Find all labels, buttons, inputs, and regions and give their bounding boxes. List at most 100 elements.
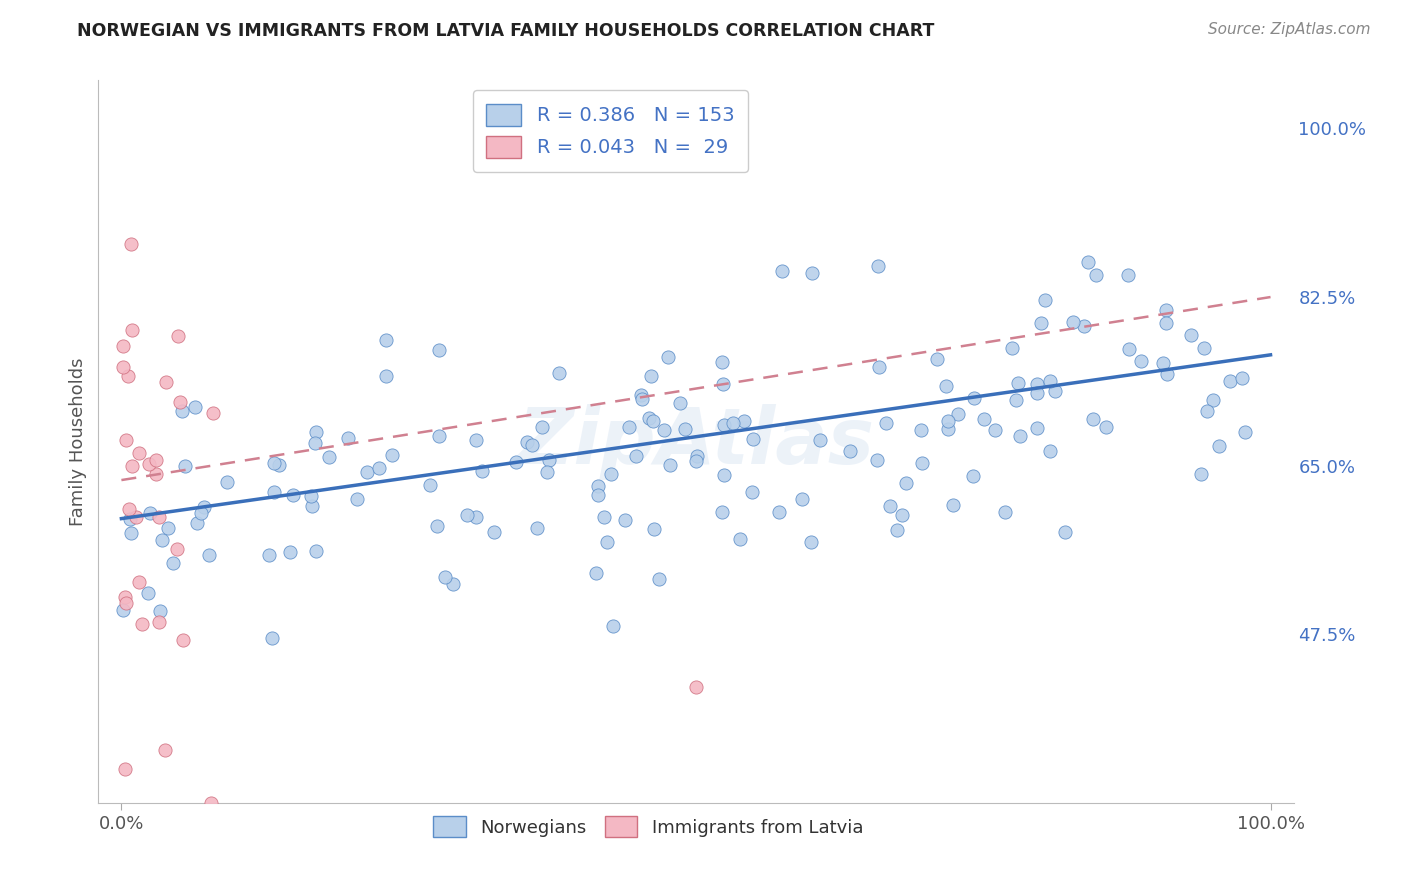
Point	[1208, 439, 1230, 453]
Point	[548, 367, 571, 381]
Point	[150, 533, 173, 547]
Point	[305, 425, 328, 439]
Point	[936, 422, 959, 436]
Point	[136, 586, 159, 600]
Point	[1039, 443, 1062, 458]
Point	[1202, 393, 1225, 408]
Point	[381, 448, 404, 462]
Point	[148, 510, 170, 524]
Point	[148, 615, 170, 629]
Point	[1234, 425, 1257, 439]
Point	[145, 467, 167, 481]
Point	[879, 499, 901, 513]
Point	[1054, 525, 1077, 540]
Point	[1130, 354, 1153, 368]
Point	[1197, 404, 1219, 418]
Point	[1039, 374, 1062, 388]
Point	[630, 392, 652, 407]
Point	[172, 404, 194, 418]
Point	[640, 369, 662, 384]
Point	[602, 619, 624, 633]
Point	[1081, 412, 1104, 426]
Point	[471, 464, 494, 478]
Point	[1192, 341, 1215, 355]
Point	[910, 423, 932, 437]
Point	[1154, 316, 1177, 330]
Point	[839, 444, 862, 458]
Point	[648, 572, 671, 586]
Point	[1026, 386, 1049, 401]
Point	[866, 453, 889, 467]
Point	[685, 680, 707, 694]
Point	[600, 467, 623, 481]
Point	[1077, 255, 1099, 269]
Point	[585, 566, 607, 580]
Point	[375, 333, 398, 347]
Point	[875, 416, 897, 430]
Point	[963, 391, 986, 405]
Legend: Norwegians, Immigrants from Latvia: Norwegians, Immigrants from Latvia	[426, 809, 870, 845]
Point	[111, 338, 134, 352]
Point	[1116, 268, 1139, 282]
Point	[984, 423, 1007, 437]
Point	[911, 457, 934, 471]
Point	[742, 433, 765, 447]
Point	[433, 569, 456, 583]
Point	[673, 421, 696, 435]
Point	[162, 556, 184, 570]
Point	[868, 359, 890, 374]
Point	[120, 526, 142, 541]
Point	[138, 457, 160, 471]
Point	[936, 415, 959, 429]
Point	[1026, 377, 1049, 392]
Point	[283, 488, 305, 502]
Point	[711, 505, 734, 519]
Point	[526, 521, 548, 535]
Point	[155, 375, 177, 389]
Point	[728, 533, 751, 547]
Point	[299, 489, 322, 503]
Point	[962, 469, 984, 483]
Point	[114, 591, 136, 605]
Point	[886, 523, 908, 537]
Point	[946, 407, 969, 421]
Point	[516, 435, 538, 450]
Point	[659, 458, 682, 472]
Point	[304, 435, 326, 450]
Point	[808, 433, 831, 447]
Point	[935, 379, 957, 393]
Point	[1152, 356, 1174, 370]
Point	[346, 492, 368, 507]
Point	[800, 266, 823, 280]
Point	[465, 509, 488, 524]
Point	[301, 500, 323, 514]
Point	[153, 743, 176, 757]
Point	[536, 465, 558, 479]
Point	[890, 508, 912, 523]
Point	[1230, 371, 1253, 385]
Point	[193, 500, 215, 515]
Point	[530, 420, 553, 434]
Point	[1001, 341, 1024, 355]
Point	[125, 509, 148, 524]
Point	[1007, 376, 1029, 390]
Point	[115, 434, 138, 448]
Point	[217, 475, 239, 490]
Point	[657, 351, 679, 365]
Point	[733, 415, 755, 429]
Point	[741, 484, 763, 499]
Point	[186, 516, 208, 530]
Point	[638, 411, 661, 425]
Point	[1045, 384, 1067, 398]
Point	[643, 522, 665, 536]
Point	[149, 604, 172, 618]
Point	[1033, 293, 1056, 307]
Point	[183, 400, 205, 414]
Point	[792, 492, 814, 507]
Point	[586, 479, 609, 493]
Point	[367, 461, 389, 475]
Point	[1010, 429, 1032, 443]
Point	[172, 632, 194, 647]
Point	[198, 548, 221, 562]
Point	[994, 505, 1017, 519]
